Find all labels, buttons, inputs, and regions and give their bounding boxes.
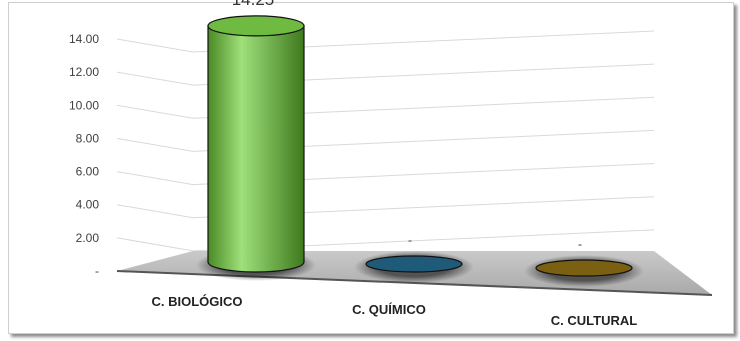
x-category-label: C. BIOLÓGICO [152,294,243,309]
bar [365,255,463,273]
y-axis: - 2.00 4.00 6.00 8.00 10.00 12.00 14.00 [69,32,99,278]
y-tick-label: 10.00 [69,98,99,112]
x-category-label: C. QUÍMICO [352,302,426,317]
y-tick-label: 4.00 [76,198,100,212]
y-tick-label: - [95,264,99,278]
data-label: - [578,237,582,251]
gridline [116,96,655,119]
bar [535,259,633,277]
bar [207,25,305,273]
gridline [116,63,655,86]
gridline [116,30,655,53]
bars [196,15,644,287]
data-label: 14.25 [232,0,275,9]
y-tick-label: 12.00 [69,65,99,79]
data-label: - [408,233,412,247]
x-category-label: C. CULTURAL [551,313,637,328]
gridline [116,163,655,186]
gridlines [116,30,655,252]
y-tick-label: 2.00 [76,231,100,245]
y-tick-label: 6.00 [76,165,100,179]
gridline [116,229,655,252]
y-tick-label: 14.00 [69,32,99,46]
y-tick-label: 8.00 [76,131,100,145]
labels: 14.25 - - C. BIOLÓGICO C. QUÍMICO C. CULTURAL [152,0,638,328]
gridline [116,196,655,219]
bar-top [207,15,305,37]
gridline [116,129,655,152]
